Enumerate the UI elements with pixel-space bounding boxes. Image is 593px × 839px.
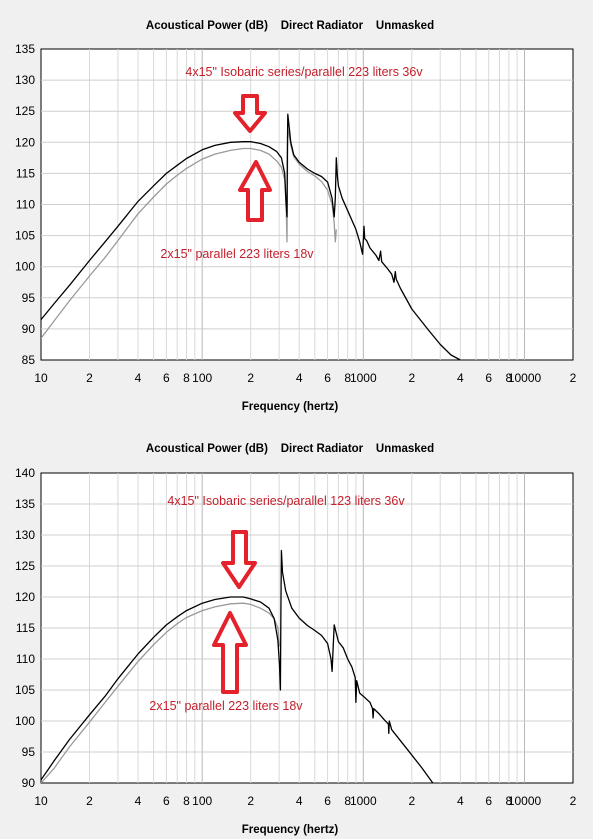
series-line-1	[41, 549, 434, 783]
series-line-2	[41, 129, 337, 339]
y-tick-label: 105	[15, 229, 35, 243]
x-tick-label: 8	[344, 371, 351, 385]
y-tick-label: 100	[15, 260, 35, 274]
chart-2-title: Acoustical Power (dB) Direct Radiator Un…	[146, 443, 434, 455]
y-tick-label: 125	[15, 559, 35, 573]
x-tick-label: 10	[34, 794, 48, 808]
x-tick-label: 6	[485, 371, 492, 385]
x-tick-label: 1000	[350, 794, 377, 808]
chart-1: Acoustical Power (dB) Direct Radiator Un…	[15, 20, 577, 413]
x-tick-label: 8	[183, 794, 190, 808]
x-tick-label: 4	[135, 371, 142, 385]
x-tick-label: 2	[570, 371, 577, 385]
y-tick-label: 115	[16, 166, 35, 180]
chart-2-down-arrow	[221, 530, 257, 589]
chart-1-down-arrow	[233, 94, 267, 133]
chart-1-annotation-bottom: 2x15" parallel 223 liters 18v	[160, 247, 314, 261]
x-tick-label: 4	[135, 794, 142, 808]
y-tick-label: 110	[16, 198, 35, 212]
chart-2-annotation-bottom: 2x15" parallel 223 liters 18v	[149, 699, 303, 713]
y-tick-label: 140	[15, 466, 35, 480]
x-tick-label: 8	[506, 371, 513, 385]
x-tick-label: 10	[34, 371, 48, 385]
x-tick-label: 6	[324, 371, 331, 385]
x-tick-label: 6	[163, 371, 170, 385]
x-tick-label: 2	[86, 371, 93, 385]
x-tick-label: 2	[408, 794, 415, 808]
y-tick-label: 135	[15, 497, 35, 511]
x-tick-label: 6	[485, 794, 492, 808]
chart-2-x-axis-label: Frequency (hertz)	[242, 824, 339, 836]
x-tick-label: 1000	[350, 371, 377, 385]
y-tick-label: 120	[15, 590, 35, 604]
series-line-1	[41, 113, 461, 360]
y-tick-label: 130	[15, 73, 35, 87]
y-tick-label: 115	[16, 621, 35, 635]
x-tick-label: 10000	[508, 371, 542, 385]
y-tick-label: 120	[15, 135, 35, 149]
x-tick-label: 2	[86, 794, 93, 808]
x-tick-label: 4	[296, 371, 303, 385]
chart-1-title: Acoustical Power (dB) Direct Radiator Un…	[146, 20, 434, 32]
y-tick-label: 130	[15, 528, 35, 542]
x-tick-label: 2	[247, 371, 254, 385]
y-tick-label: 95	[22, 745, 36, 759]
y-tick-label: 85	[22, 353, 36, 367]
x-tick-label: 10000	[508, 794, 542, 808]
y-tick-label: 90	[22, 776, 36, 790]
x-tick-label: 8	[506, 794, 513, 808]
chart-1-x-axis-label: Frequency (hertz)	[242, 401, 339, 413]
y-tick-label: 100	[15, 714, 35, 728]
y-tick-label: 110	[16, 652, 35, 666]
x-tick-label: 100	[192, 371, 212, 385]
x-tick-label: 4	[457, 371, 464, 385]
x-tick-label: 2	[570, 794, 577, 808]
y-tick-label: 125	[15, 104, 35, 118]
x-tick-label: 6	[324, 794, 331, 808]
x-tick-label: 6	[163, 794, 170, 808]
x-tick-label: 2	[247, 794, 254, 808]
series-line-2	[41, 602, 281, 783]
y-tick-label: 95	[22, 291, 36, 305]
chart-2-annotation-top: 4x15" Isobaric series/parallel 123 liter…	[167, 494, 405, 508]
chart-2: Acoustical Power (dB) Direct Radiator Un…	[15, 443, 577, 836]
x-tick-label: 100	[192, 794, 212, 808]
x-tick-label: 4	[296, 794, 303, 808]
x-tick-label: 4	[457, 794, 464, 808]
x-tick-label: 2	[408, 371, 415, 385]
chart-2-up-arrow	[212, 611, 248, 694]
y-tick-label: 90	[22, 322, 36, 336]
chart-1-annotation-top: 4x15" Isobaric series/parallel 223 liter…	[185, 65, 423, 79]
y-tick-label: 105	[15, 683, 35, 697]
x-tick-label: 8	[344, 794, 351, 808]
chart-1-up-arrow	[238, 160, 272, 222]
y-tick-label: 135	[15, 42, 35, 56]
x-tick-label: 8	[183, 371, 190, 385]
